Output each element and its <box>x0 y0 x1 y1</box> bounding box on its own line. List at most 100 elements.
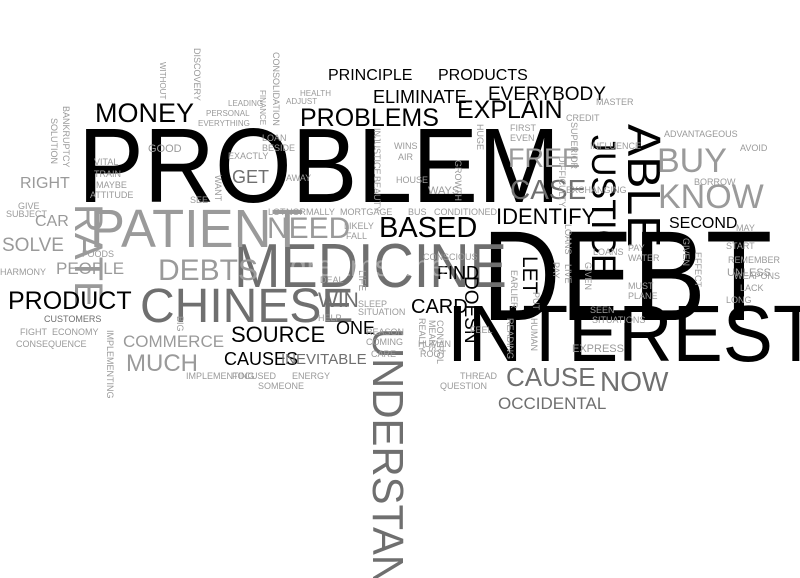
word-health: HEALTH <box>300 89 331 98</box>
word-lead: CREDIT <box>566 113 600 123</box>
word-reason: REASON <box>366 327 405 337</box>
word-car: CAR <box>35 213 69 230</box>
word-harmony: HARMONY <box>0 267 47 277</box>
word-find: FIND <box>437 263 479 283</box>
word-someone: FOCUSED <box>232 371 277 381</box>
word-feel: MASTER <box>596 97 634 107</box>
word-conscious: CONSCIOUS <box>423 252 478 262</box>
word-remember: GIVEN <box>681 238 691 267</box>
word-occidental: OCCIDENTAL <box>498 394 607 413</box>
word-personal: PERSONAL <box>206 109 250 118</box>
word-advantageous: START <box>726 241 755 251</box>
word-weapons: EFFECT <box>693 252 703 287</box>
word-much: MUCH <box>126 350 198 377</box>
word-card: CARD <box>411 296 468 318</box>
word-avoid: LACK <box>740 283 764 293</box>
watermark-text: dreamstime <box>290 250 447 283</box>
word-now: NOW <box>600 366 669 397</box>
word-master: MAY <box>736 223 755 233</box>
word-without: WITHOUT <box>158 62 167 100</box>
word-likely: LIKELY <box>344 221 374 231</box>
word-help: HELP <box>318 313 342 323</box>
word-everybody: EVERYBODY <box>488 84 606 105</box>
word-conditioned: CONDITIONED <box>434 207 497 217</box>
word-know: KNOW <box>658 178 764 216</box>
word-water: SEEN <box>590 305 615 315</box>
word-right: RIGHT <box>20 175 70 192</box>
word-one: ONE <box>336 318 376 338</box>
word-source: SOURCE <box>231 322 326 347</box>
word-commerce: COMMERCE <box>123 332 225 351</box>
word-good: GOOD <box>148 143 182 155</box>
word-reading: THREAD <box>460 371 498 381</box>
word-explained: EVEN <box>510 133 535 143</box>
word-interest: INTEREST <box>447 289 800 378</box>
word-long: MUST <box>628 281 654 291</box>
word-consolidation: CONSOLIDATION <box>271 52 281 126</box>
word-patient: PATIENT <box>90 199 304 259</box>
word-house: HOUSE <box>396 175 429 185</box>
word-ways: WAYS <box>428 185 460 197</box>
word-means: ROOT <box>420 349 446 359</box>
word-leading: LEADING <box>228 99 264 108</box>
word-attitude: ATTITUDE <box>90 190 134 200</box>
word-human: HUMAN <box>529 318 539 351</box>
word-bankruptcy: BANKRUPTCY <box>61 106 71 168</box>
word-want: WANT <box>213 175 223 202</box>
word-root: EXPRESS <box>572 343 624 355</box>
word-first: INFLUENCE <box>590 141 642 151</box>
word-express: READING <box>505 318 515 360</box>
word-subject: SUBJECT <box>6 209 48 219</box>
word-based: BASED <box>379 212 478 244</box>
word-beauty: BEAUTY <box>372 176 382 213</box>
word-eliminate: ELIMINATE <box>373 87 467 107</box>
word-situations: EARLIER <box>509 270 519 309</box>
word-unless: WATER <box>628 253 660 263</box>
word-economy: ECONOMY <box>52 327 99 337</box>
word-customers: CUSTOMERS <box>44 314 102 324</box>
word-case: CASE <box>510 174 587 205</box>
word-given: GIVEN <box>583 262 593 291</box>
word-products: PRODUCTS <box>438 67 528 84</box>
word-cause: CAUSE <box>506 362 596 392</box>
word-problems: PROBLEMS <box>300 104 439 132</box>
word-credit: AVOID <box>740 143 768 153</box>
word-inevitable: INEVITABLE <box>281 351 367 368</box>
word-train: TRAIN <box>94 169 121 179</box>
word-win: WIN <box>318 289 359 312</box>
word-maybe: MAYBE <box>96 180 127 190</box>
word-mortgage: MORTGAGE <box>340 207 393 217</box>
word-let: LET <box>518 256 541 295</box>
word-even: ADVANTAGEOUS <box>664 129 738 139</box>
word-loans: LOANS <box>563 224 573 255</box>
word-energy: SOMEONE <box>258 381 305 391</box>
word-earlier: REALLY <box>417 318 427 352</box>
word-medicine: MEDICINE <box>234 232 507 301</box>
word-debts: DEBTS <box>158 254 259 287</box>
word-adjust: ADJUST <box>286 97 318 106</box>
word-money: MONEY <box>95 98 195 128</box>
word-give: GIVE <box>18 201 40 211</box>
word-big: BIG <box>175 316 185 332</box>
word-far: FEEL <box>470 325 493 335</box>
word-coming: COMING <box>366 337 403 347</box>
word-away: AWAY <box>286 173 312 183</box>
word-wins: WINS <box>394 141 418 151</box>
word-solve: SOLVE <box>2 235 64 256</box>
word-pay: PAY <box>551 262 561 279</box>
word-free: FREE <box>508 143 581 173</box>
word-live: LIVE <box>563 264 573 284</box>
word-deal: DEAL <box>320 275 344 285</box>
word-solution: SOLUTION <box>49 118 59 165</box>
word-loan: LOAN <box>262 133 287 143</box>
word-causes: CAUSES <box>224 349 299 369</box>
word-thread: QUESTION <box>440 381 488 391</box>
word-beside: BESIDE <box>262 143 296 153</box>
word-principle: PRINCIPLE <box>328 67 413 84</box>
word-influence: WEAPONS <box>734 271 781 281</box>
word-lot: LOT <box>268 207 286 217</box>
word-exchanging: EXCHANGING <box>566 185 627 195</box>
word-consequence: CONSEQUENCE <box>16 339 87 349</box>
word-air: AIR <box>398 152 414 162</box>
